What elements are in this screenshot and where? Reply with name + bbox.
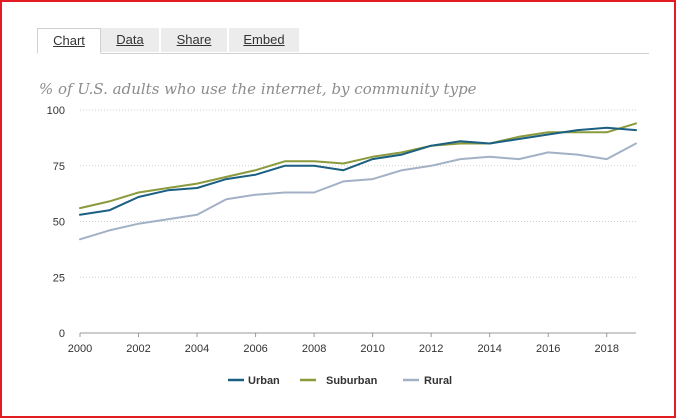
point-urban-2006 xyxy=(255,174,257,176)
point-suburban-2018 xyxy=(606,131,608,133)
y-tick-label-0: 0 xyxy=(59,328,65,340)
point-urban-2015 xyxy=(518,138,520,140)
point-urban-2008 xyxy=(313,165,315,167)
point-rural-2012 xyxy=(430,165,432,167)
point-suburban-2017 xyxy=(576,131,578,133)
point-rural-2005 xyxy=(225,198,227,200)
x-tick-label-2008: 2008 xyxy=(302,343,326,355)
point-rural-2009 xyxy=(342,180,344,182)
x-tick-label-2014: 2014 xyxy=(477,343,501,355)
point-suburban-2002 xyxy=(138,192,140,194)
series-line-urban xyxy=(79,126,637,216)
point-urban-2016 xyxy=(547,134,549,136)
point-suburban-2016 xyxy=(547,131,549,133)
point-rural-2015 xyxy=(518,158,520,160)
point-urban-2011 xyxy=(401,154,403,156)
point-urban-2004 xyxy=(196,187,198,189)
point-urban-2010 xyxy=(372,158,374,160)
point-suburban-2006 xyxy=(255,169,257,171)
y-tick-label-100: 100 xyxy=(47,105,65,117)
point-rural-2018 xyxy=(606,158,608,160)
point-urban-2007 xyxy=(284,165,286,167)
tab-chart[interactable]: Chart xyxy=(37,28,101,54)
point-rural-2017 xyxy=(576,154,578,156)
x-tick-label-2018: 2018 xyxy=(594,343,618,355)
x-tick-label-2000: 2000 xyxy=(68,343,92,355)
point-urban-2013 xyxy=(459,140,461,142)
tab-bar: Chart Data Share Embed xyxy=(37,28,649,54)
point-rural-2002 xyxy=(138,223,140,225)
tab-embed[interactable]: Embed xyxy=(229,28,299,52)
point-urban-2002 xyxy=(138,196,140,198)
point-urban-2009 xyxy=(342,169,344,171)
point-urban-2014 xyxy=(489,142,491,144)
point-suburban-2003 xyxy=(167,187,169,189)
series-line-suburban xyxy=(79,122,637,210)
legend-label-suburban: Suburban xyxy=(326,375,378,387)
point-rural-2000 xyxy=(79,238,81,240)
point-urban-2012 xyxy=(430,145,432,147)
point-suburban-2007 xyxy=(284,160,286,162)
point-suburban-2019 xyxy=(635,122,637,124)
y-tick-label-75: 75 xyxy=(53,161,65,173)
x-tick-label-2006: 2006 xyxy=(243,343,267,355)
tab-share[interactable]: Share xyxy=(161,28,227,52)
point-rural-2011 xyxy=(401,169,403,171)
point-suburban-2011 xyxy=(401,151,403,153)
x-tick-label-2002: 2002 xyxy=(126,343,150,355)
legend-label-urban: Urban xyxy=(248,375,280,387)
x-tick-label-2012: 2012 xyxy=(419,343,443,355)
point-urban-2018 xyxy=(606,127,608,129)
point-suburban-2015 xyxy=(518,136,520,138)
series-line-rural xyxy=(79,142,637,241)
point-rural-2001 xyxy=(108,229,110,231)
point-rural-2007 xyxy=(284,192,286,194)
point-suburban-2010 xyxy=(372,156,374,158)
point-suburban-2001 xyxy=(108,200,110,202)
point-urban-2003 xyxy=(167,189,169,191)
point-rural-2013 xyxy=(459,158,461,160)
point-suburban-2000 xyxy=(79,207,81,209)
point-urban-2005 xyxy=(225,178,227,180)
point-rural-2006 xyxy=(255,194,257,196)
point-suburban-2008 xyxy=(313,160,315,162)
point-rural-2019 xyxy=(635,142,637,144)
point-rural-2010 xyxy=(372,178,374,180)
point-rural-2016 xyxy=(547,151,549,153)
point-urban-2019 xyxy=(635,129,637,131)
y-tick-label-50: 50 xyxy=(53,217,65,229)
point-suburban-2013 xyxy=(459,142,461,144)
point-urban-2017 xyxy=(576,129,578,131)
tab-data[interactable]: Data xyxy=(101,28,159,52)
chart-title: % of U.S. adults who use the internet, b… xyxy=(39,80,477,98)
point-suburban-2004 xyxy=(196,183,198,185)
legend-label-rural: Rural xyxy=(424,375,452,387)
x-tick-label-2010: 2010 xyxy=(360,343,384,355)
point-urban-2001 xyxy=(108,209,110,211)
x-tick-label-2004: 2004 xyxy=(185,343,209,355)
point-suburban-2009 xyxy=(342,163,344,165)
point-urban-2000 xyxy=(79,214,81,216)
point-suburban-2005 xyxy=(225,176,227,178)
y-tick-label-25: 25 xyxy=(53,272,65,284)
point-rural-2004 xyxy=(196,214,198,216)
point-rural-2003 xyxy=(167,218,169,220)
x-tick-label-2016: 2016 xyxy=(536,343,560,355)
point-rural-2008 xyxy=(313,192,315,194)
point-rural-2014 xyxy=(489,156,491,158)
